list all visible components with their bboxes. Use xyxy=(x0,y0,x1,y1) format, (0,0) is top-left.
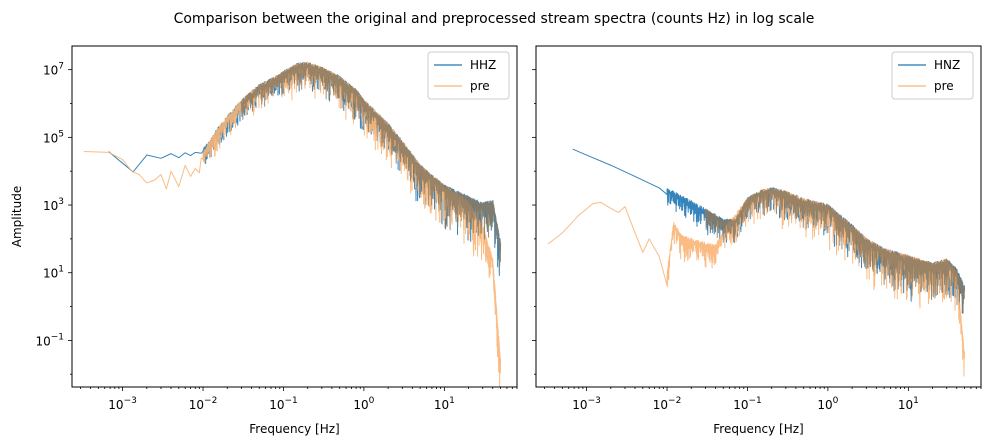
legend-label: HNZ xyxy=(934,58,960,72)
series-pre-line xyxy=(547,187,966,377)
x-axis-label: Frequency [Hz] xyxy=(713,422,804,436)
x-tick-label: 10−1 xyxy=(269,396,298,412)
legend-box xyxy=(891,51,974,100)
legend: HNZ pre xyxy=(891,51,974,100)
legend-label: pre xyxy=(934,79,954,93)
series-group xyxy=(83,61,502,387)
x-axis-label: Frequency [Hz] xyxy=(249,422,340,436)
x-tick-label: 10−1 xyxy=(733,396,762,412)
legend-box xyxy=(427,51,510,100)
x-tick-label: 10−3 xyxy=(572,396,601,412)
y-tick-label: 107 xyxy=(43,62,64,78)
legend-label: pre xyxy=(470,79,490,93)
overlap-line xyxy=(704,187,966,314)
overlap-line xyxy=(240,62,502,267)
series-pre-line xyxy=(83,61,502,387)
series-group xyxy=(547,148,966,377)
left-panel: 10−3 10−2 10−1 100 101 10−1 101 103 105 107 Freque… xyxy=(10,45,518,436)
y-tick-label: 101 xyxy=(43,265,64,281)
x-tick-label: 100 xyxy=(817,396,838,412)
legend: HHZ pre xyxy=(427,51,510,100)
x-tick-label: 10−2 xyxy=(189,396,218,412)
axes-frame xyxy=(535,45,982,388)
y-tick-label: 105 xyxy=(43,129,64,145)
x-tick-label: 10−2 xyxy=(653,396,682,412)
y-axis-label: Amplitude xyxy=(10,186,24,248)
x-tick-label: 101 xyxy=(434,396,455,412)
x-tick-label: 100 xyxy=(353,396,374,412)
legend-label: HHZ xyxy=(470,58,496,72)
series-hnz-line xyxy=(572,148,966,314)
figure-title: Comparison between the original and prep… xyxy=(174,11,815,27)
y-tick-label: 103 xyxy=(43,197,64,213)
axes-frame xyxy=(71,45,518,388)
x-tick-label: 101 xyxy=(898,396,919,412)
y-tick-label: 10−1 xyxy=(35,332,64,348)
right-panel: 10−3 10−2 10−1 100 101 Frequency [Hz] HNZ pre xyxy=(532,45,982,436)
x-tick-label: 10−3 xyxy=(108,396,137,412)
